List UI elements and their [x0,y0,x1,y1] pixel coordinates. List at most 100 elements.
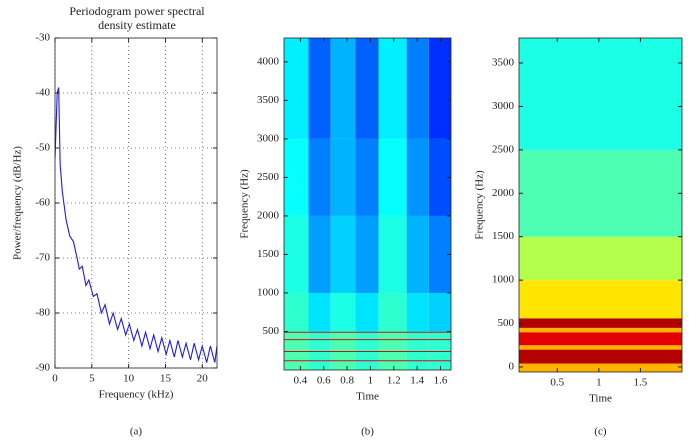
heatmap-cell [330,215,356,293]
heatmap-cell [308,138,331,216]
y-tick-label: 500 [263,325,280,337]
y-tick-label: -60 [35,197,50,209]
y-tick-label: -70 [35,252,50,264]
heatmap-cell [519,345,682,350]
plot-area [55,87,217,363]
heatmap-cell [428,331,451,370]
plot-area [519,38,682,372]
heatmap-cell [355,292,379,332]
x-tick-label: 10 [123,373,135,385]
caption: (a) [130,426,143,438]
x-tick-label: 1.4 [410,375,424,387]
x-tick-label: 0 [52,373,58,385]
heatmap-cell [428,292,451,332]
x-tick-label: 15 [160,373,172,385]
y-tick-label: -40 [35,87,50,99]
heatmap-cell [284,38,309,139]
y-axis-label: Frequency (Hz) [474,170,486,240]
heatmap-cell [284,138,309,216]
heatmap-cell [519,327,682,333]
heatmap-cell [519,236,682,281]
y-tick-label: 3000 [492,100,515,112]
x-tick-label: 1 [596,377,602,389]
heatmap-cell [406,331,429,370]
y-tick-label: 3000 [257,132,280,144]
line [55,87,217,363]
heatmap-cell [378,331,407,370]
heatmap-cell [519,349,682,364]
y-tick-label: 1500 [257,248,280,260]
heatmap-cell [406,138,429,216]
heatmap-cell [428,215,451,293]
heatmap-cell [519,38,682,150]
heatmap-cell [284,215,309,293]
y-tick-label: 2000 [492,187,515,199]
heatmap-cell [355,38,379,139]
heatmap-cell [330,38,356,139]
heatmap-cell [519,318,682,328]
y-tick-label: -30 [35,32,50,44]
heatmap-cell [428,38,451,139]
heatmap-cell [378,292,407,332]
heatmap-cell [428,138,451,216]
y-axis-label: Power/frequency (dB/Hz) [12,146,24,260]
x-axis-label: Time [356,391,379,403]
x-tick-label: 1.6 [434,375,448,387]
x-tick-label: 0.4 [293,375,307,387]
heatmap-cell [308,215,331,293]
x-tick-label: 0.5 [550,377,564,389]
y-tick-label: 3500 [492,57,515,69]
axes-frame [518,37,683,373]
y-tick-label: 1000 [257,287,280,299]
y-tick-label: 500 [498,317,515,329]
x-tick-label: 20 [197,373,209,385]
heatmap-cell [519,280,682,319]
heatmap-cell [355,215,379,293]
heatmap-cell [519,149,682,237]
heatmap-cell [519,332,682,346]
heatmap-cell [378,38,407,139]
y-tick-label: -90 [35,362,50,374]
heatmap-cell [308,38,331,139]
heatmap-cell [406,38,429,139]
heatmap-cell [330,331,356,370]
x-tick-label: 1 [368,375,374,387]
heatmap-cell [284,331,309,370]
heatmap-cell [519,363,682,372]
heatmap-cell [355,138,379,216]
x-tick-label: 0.8 [340,375,354,387]
x-tick-label: 1.5 [634,377,648,389]
x-axis-label: Time [589,393,612,405]
heatmap-cell [378,138,407,216]
heatmap-cell [406,292,429,332]
x-tick-label: 1.2 [387,375,401,387]
plot-area [284,38,451,370]
y-tick-label: -50 [35,142,50,154]
y-tick-label: 2500 [492,143,515,155]
y-tick-label: 0 [509,360,515,372]
y-axis-label: Frequency (Hz) [239,169,251,239]
heatmap-cell [355,331,379,370]
y-tick-label: 1500 [492,230,515,242]
heatmap-cell [308,292,331,332]
heatmap-cell [406,215,429,293]
x-axis-label: Frequency (kHz) [99,389,174,401]
y-tick-label: -80 [35,307,50,319]
axes-frame [54,37,218,369]
caption: (c) [594,426,607,438]
axes-frame [283,37,452,371]
heatmap-cell [330,138,356,216]
y-tick-label: 3500 [257,94,280,106]
heatmap-cell [378,215,407,293]
y-tick-label: 2500 [257,171,280,183]
heatmap-cell [330,292,356,332]
x-tick-label: 5 [89,373,95,385]
x-tick-label: 0.6 [317,375,331,387]
chart-title: Periodogram power spectral density estim… [69,4,205,32]
y-tick-label: 1000 [492,274,515,286]
y-tick-label: 2000 [257,209,280,221]
heatmap-cell [308,331,331,370]
caption: (b) [361,426,374,438]
